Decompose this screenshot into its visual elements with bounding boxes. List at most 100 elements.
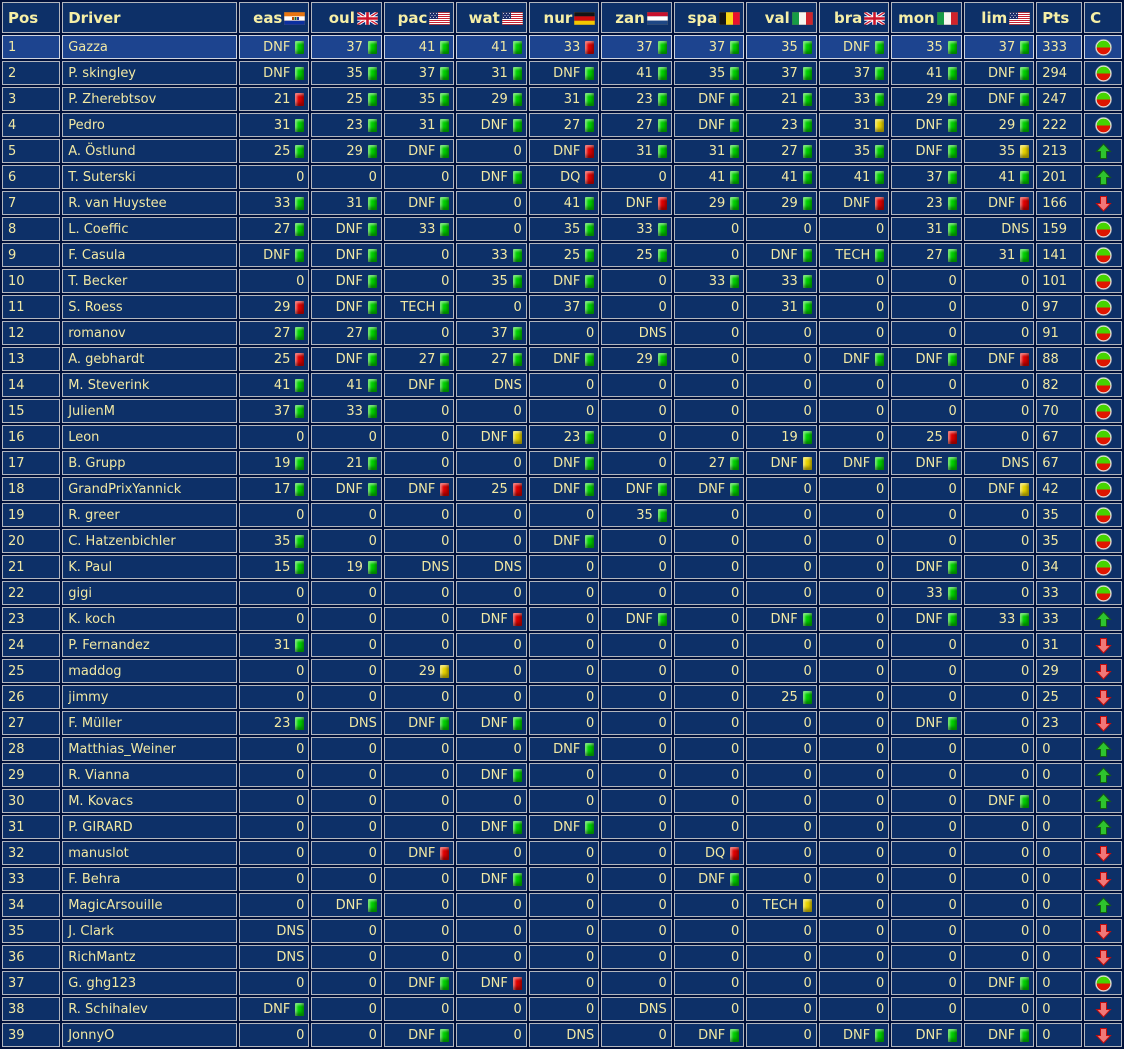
driver-row[interactable]: 12 romanov 27 27 0 37 0 DNS 0 0 0 0 0 91 [2, 321, 1122, 345]
driver-row[interactable]: 4 Pedro 31 23 31 DNF 27 27 DNF 23 31 DNF 29 222 [2, 113, 1122, 137]
driver-row[interactable]: 34 MagicArsouille 0 DNF 0 0 0 0 0 TECH 0 0 0 0 [2, 893, 1122, 917]
driver-row[interactable]: 14 M. Steverink 41 41 DNF DNS 0 0 0 0 0 0 0 82 [2, 373, 1122, 397]
status-chip-green-icon [295, 534, 305, 548]
result-cell-lim: DNF [963, 347, 1035, 371]
driver-row[interactable]: 31 P. GIRARD 0 0 0 DNF DNF 0 0 0 0 0 0 0 [2, 815, 1122, 839]
result-cell-oul: 21 [311, 451, 382, 475]
result-value: DNF [988, 65, 1016, 81]
result-value: DNF [408, 481, 436, 497]
driver-row[interactable]: 30 M. Kovacs 0 0 0 0 0 0 0 0 0 0 DNF 0 [2, 789, 1122, 813]
result-value: 0 [368, 1001, 377, 1017]
result-value: 0 [1020, 533, 1030, 549]
driver-row[interactable]: 21 K. Paul 15 19 DNS DNS 0 0 0 0 0 DNF 0 34 [2, 555, 1122, 579]
driver-row[interactable]: 17 B. Grupp 19 21 0 0 DNF 0 27 DNF DNF DNF DNS 67 [2, 451, 1122, 475]
driver-row[interactable]: 36 RichMantz DNS 0 0 0 0 0 0 0 0 0 0 0 [2, 945, 1122, 969]
driver-row[interactable]: 8 L. Coeffic 27 DNF 33 0 35 33 0 0 0 31 DNS 159 [2, 217, 1122, 241]
result-cell-mon: DNF [891, 607, 962, 631]
driver-row[interactable]: 37 G. ghg123 0 0 DNF DNF 0 0 0 0 0 0 DNF 0 [2, 971, 1122, 995]
driver-row[interactable]: 29 R. Vianna 0 0 0 DNF 0 0 0 0 0 0 0 0 [2, 763, 1122, 787]
result-cell-lim: 0 [963, 893, 1035, 917]
result-value: 0 [368, 429, 377, 445]
driver-row[interactable]: 32 manuslot 0 0 DNF 0 0 0 DQ 0 0 0 0 0 [2, 841, 1122, 865]
driver-row[interactable]: 7 R. van Huystee 33 31 DNF 0 41 DNF 29 29 DNF 23 DNF… [2, 191, 1122, 215]
result-value: DNF [698, 871, 726, 887]
result-value: 25 [636, 247, 653, 263]
pts-cell: 101 [1036, 269, 1083, 293]
driver-row[interactable]: 20 C. Hatzenbichler 35 0 0 0 DNF 0 0 0 0 0 0 35 [2, 529, 1122, 553]
driver-row[interactable]: 28 Matthias_Weiner 0 0 0 0 DNF 0 0 0 0 0 0 0 [2, 737, 1122, 761]
driver-row[interactable]: 9 F. Casula DNF DNF 0 33 25 25 0 DNF TECH 27 31 141 [2, 243, 1122, 267]
status-chip-green-icon [657, 508, 667, 522]
result-value: 29 [273, 299, 291, 315]
pts-cell: 247 [1036, 87, 1083, 111]
result-value: 0 [513, 793, 522, 809]
result-value: 29 [708, 195, 726, 211]
trend-equal-icon [1087, 220, 1119, 238]
result-value: 29 [781, 195, 798, 211]
result-value: DNF [770, 455, 798, 471]
status-chip-green-icon [512, 820, 522, 834]
pos-cell: 19 [2, 503, 61, 527]
result-cell-mon: 0 [891, 997, 962, 1021]
result-cell-zan: DNS [601, 321, 672, 345]
trend-equal-icon [1087, 350, 1119, 368]
status-chip-green-icon [585, 820, 595, 834]
result-value: 0 [441, 273, 450, 289]
driver-row[interactable]: 11 S. Roess 29 DNF TECH 0 37 0 0 31 0 0 0 97 [2, 295, 1122, 319]
driver-row[interactable]: 2 P. skingley DNF 35 37 31 DNF 41 35 37 37 41 DNF 294 [2, 61, 1122, 85]
result-value: DNF [480, 767, 508, 783]
status-chip-green-icon [947, 352, 957, 366]
driver-row[interactable]: 18 GrandPrixYannick 17 DNF DNF 25 DNF DNF DNF 0 0 0… [2, 477, 1122, 501]
driver-row[interactable]: 13 A. gebhardt 25 DNF 27 27 DNF 29 0 0 DNF DNF DNF 88 [2, 347, 1122, 371]
driver-cell: gigi [62, 581, 237, 605]
status-chip-green-icon [585, 274, 595, 288]
driver-row[interactable]: 39 JonnyO 0 0 DNF 0 DNS 0 DNF 0 DNF DNF DNF 0 [2, 1023, 1122, 1047]
driver-row[interactable]: 16 Leon 0 0 0 DNF 23 0 0 19 0 25 0 67 [2, 425, 1122, 449]
status-chip-red-icon [440, 846, 450, 860]
result-cell-bra: 33 [818, 87, 890, 111]
status-chip-green-icon [440, 144, 450, 158]
result-value: DNF [625, 611, 653, 627]
driver-row[interactable]: 15 JulienM 37 33 0 0 0 0 0 0 0 0 0 70 [2, 399, 1122, 423]
result-cell-pac: 0 [383, 243, 455, 267]
result-value: 0 [875, 741, 885, 757]
result-value: 0 [1020, 403, 1030, 419]
result-cell-bra: 0 [818, 893, 890, 917]
status-chip-green-icon [440, 300, 450, 314]
result-value: 0 [1020, 663, 1030, 679]
trend-up-icon [1087, 610, 1119, 628]
result-cell-nur: 33 [528, 35, 600, 59]
result-value: 0 [803, 481, 812, 497]
result-cell-nur: DNF [528, 529, 600, 553]
result-cell-wat: 27 [456, 347, 527, 371]
result-cell-spa: DNF [673, 87, 745, 111]
result-cell-oul: DNF [311, 243, 382, 267]
result-cell-bra: 41 [818, 165, 890, 189]
result-value: 0 [658, 169, 667, 185]
result-value: 0 [586, 923, 595, 939]
driver-row[interactable]: 1 Gazza DNF 37 41 41 33 37 37 35 DNF 35 37 333 [2, 35, 1122, 59]
status-chip-green-icon [440, 976, 450, 990]
result-cell-nur: 0 [528, 321, 600, 345]
driver-row[interactable]: 22 gigi 0 0 0 0 0 0 0 0 0 33 0 33 [2, 581, 1122, 605]
driver-row[interactable]: 27 F. Müller 23 DNS DNF DNF 0 0 0 0 0 DNF 0 23 [2, 711, 1122, 735]
result-value: 0 [731, 299, 740, 315]
driver-row[interactable]: 10 T. Becker 0 DNF 0 35 DNF 0 33 33 0 0 0 101 [2, 269, 1122, 293]
result-value: 25 [926, 429, 943, 445]
driver-row[interactable]: 23 K. koch 0 0 0 DNF 0 DNF 0 DNF 0 DNF 33 33 [2, 607, 1122, 631]
driver-row[interactable]: 38 R. Schihalev DNF 0 0 0 0 DNS 0 0 0 0 0 0 [2, 997, 1122, 1021]
driver-row[interactable]: 26 jimmy 0 0 0 0 0 0 0 25 0 0 0 25 [2, 685, 1122, 709]
driver-row[interactable]: 6 T. Suterski 0 0 0 DNF DQ 0 41 41 41 37 41 201 [2, 165, 1122, 189]
result-cell-oul: 23 [311, 113, 382, 137]
driver-row[interactable]: 24 P. Fernandez 31 0 0 0 0 0 0 0 0 0 0 31 [2, 633, 1122, 657]
col-header-pos: Pos [2, 2, 61, 33]
result-value: DNF [408, 143, 436, 159]
driver-row[interactable]: 35 J. Clark DNS 0 0 0 0 0 0 0 0 0 0 0 [2, 919, 1122, 943]
driver-row[interactable]: 5 A. Östlund 25 29 DNF 0 DNF 31 31 27 35 DNF 35 213 [2, 139, 1122, 163]
driver-row[interactable]: 33 F. Behra 0 0 0 DNF 0 0 DNF 0 0 0 0 0 [2, 867, 1122, 891]
driver-row[interactable]: 3 P. Zherebtsov 21 25 35 29 31 23 DNF 21 33 29 DNF 24… [2, 87, 1122, 111]
driver-row[interactable]: 19 R. greer 0 0 0 0 0 35 0 0 0 0 0 35 [2, 503, 1122, 527]
result-value: 33 [636, 221, 653, 237]
pts-cell: 0 [1036, 997, 1083, 1021]
driver-row[interactable]: 25 maddog 0 0 29 0 0 0 0 0 0 0 0 29 [2, 659, 1122, 683]
